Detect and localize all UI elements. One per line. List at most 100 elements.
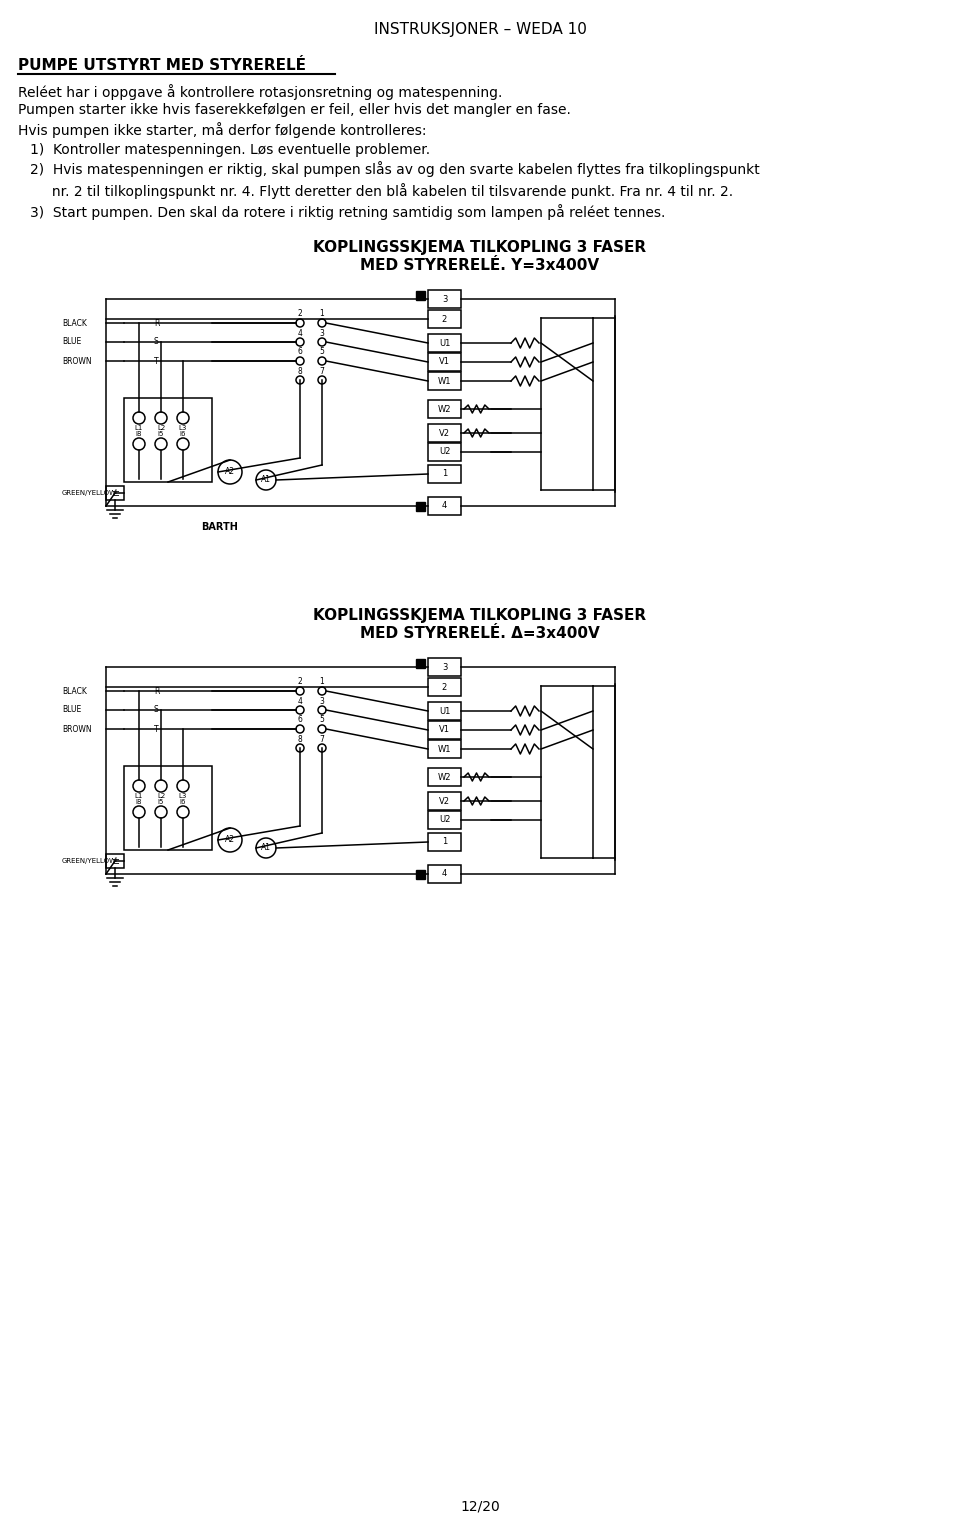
Bar [428, 721, 461, 740]
Text: V2: V2 [439, 796, 450, 805]
Bar [106, 854, 124, 868]
Bar [428, 443, 461, 461]
Text: 4: 4 [442, 869, 447, 878]
Text: KOPLINGSSKJEMA TILKOPLING 3 FASER: KOPLINGSSKJEMA TILKOPLING 3 FASER [313, 240, 647, 256]
Text: 1)  Kontroller matespenningen. Løs eventuelle problemer.: 1) Kontroller matespenningen. Løs eventu… [30, 143, 430, 157]
Text: 1: 1 [442, 837, 447, 846]
Text: ±: ± [111, 489, 119, 498]
Text: V1: V1 [439, 358, 450, 367]
Text: L2: L2 [156, 425, 165, 431]
Bar [124, 766, 212, 849]
Text: L1: L1 [134, 425, 143, 431]
Text: I8: I8 [135, 799, 142, 805]
Text: 1: 1 [442, 469, 447, 478]
Text: R: R [154, 686, 159, 696]
Text: I6: I6 [180, 431, 186, 437]
Text: ±: ± [111, 855, 119, 866]
Text: L3: L3 [179, 793, 187, 799]
Text: A1: A1 [261, 475, 271, 484]
Bar [428, 400, 461, 419]
Text: I5: I5 [157, 799, 164, 805]
Text: MED STYRERELÉ. Y=3x400V: MED STYRERELÉ. Y=3x400V [360, 259, 600, 272]
Bar [416, 291, 425, 300]
Text: 6: 6 [298, 347, 302, 356]
Text: A1: A1 [261, 843, 271, 852]
Bar [428, 466, 461, 482]
Bar [428, 291, 461, 307]
Bar [428, 791, 461, 810]
Bar [428, 702, 461, 720]
Text: U1: U1 [439, 338, 450, 347]
Text: V1: V1 [439, 726, 450, 735]
Text: U1: U1 [439, 706, 450, 715]
Text: S: S [154, 706, 158, 714]
Text: BROWN: BROWN [62, 724, 91, 734]
Text: BLACK: BLACK [62, 686, 86, 696]
Bar [416, 869, 425, 878]
Text: 6: 6 [298, 715, 302, 724]
Bar [416, 659, 425, 668]
Text: 2: 2 [442, 315, 447, 324]
Text: V2: V2 [439, 429, 450, 437]
Text: GREEN/YELLOW: GREEN/YELLOW [62, 858, 117, 864]
Text: I6: I6 [180, 799, 186, 805]
Text: 4: 4 [298, 329, 302, 338]
Text: BLUE: BLUE [62, 338, 82, 347]
Text: BLACK: BLACK [62, 318, 86, 327]
Bar [106, 486, 124, 501]
Text: W1: W1 [438, 376, 451, 385]
Text: Pumpen starter ikke hvis faserekkefølgen er feil, eller hvis det mangler en fase: Pumpen starter ikke hvis faserekkefølgen… [18, 103, 571, 117]
Text: 2)  Hvis matespenningen er riktig, skal pumpen slås av og den svarte kabelen fly: 2) Hvis matespenningen er riktig, skal p… [30, 161, 759, 199]
Bar [428, 310, 461, 329]
Text: T: T [154, 356, 158, 365]
Text: 2: 2 [442, 682, 447, 691]
Text: L1: L1 [134, 793, 143, 799]
Text: Reléet har i oppgave å kontrollere rotasjonsretning og matespenning.: Reléet har i oppgave å kontrollere rotas… [18, 84, 502, 100]
Text: T: T [154, 724, 158, 734]
Text: 5: 5 [320, 715, 324, 724]
Text: KOPLINGSSKJEMA TILKOPLING 3 FASER: KOPLINGSSKJEMA TILKOPLING 3 FASER [313, 607, 647, 622]
Bar [428, 677, 461, 696]
Bar [428, 425, 461, 441]
Text: W2: W2 [438, 405, 451, 414]
Text: R: R [154, 318, 159, 327]
Text: S: S [154, 338, 158, 347]
Bar [428, 811, 461, 829]
Text: U2: U2 [439, 816, 450, 825]
Bar [428, 864, 461, 883]
Text: PUMPE UTSTYRT MED STYRERELÉ: PUMPE UTSTYRT MED STYRERELÉ [18, 58, 306, 73]
Text: L3: L3 [179, 425, 187, 431]
Bar [428, 658, 461, 676]
Text: I8: I8 [135, 431, 142, 437]
Text: W2: W2 [438, 773, 451, 781]
Bar [416, 502, 425, 510]
Text: 3: 3 [320, 697, 324, 706]
Text: MED STYRERELÉ. Δ=3x400V: MED STYRERELÉ. Δ=3x400V [360, 626, 600, 641]
Bar [428, 833, 461, 851]
Text: 3: 3 [442, 662, 447, 671]
Text: A2: A2 [225, 467, 235, 476]
Text: 5: 5 [320, 347, 324, 356]
Text: BLUE: BLUE [62, 706, 82, 714]
Bar [428, 371, 461, 390]
Text: 8: 8 [298, 367, 302, 376]
Text: INSTRUKSJONER – WEDA 10: INSTRUKSJONER – WEDA 10 [373, 21, 587, 37]
Text: 7: 7 [320, 735, 324, 744]
Bar [428, 740, 461, 758]
Text: 1: 1 [320, 309, 324, 318]
Bar [428, 498, 461, 514]
Text: L2: L2 [156, 793, 165, 799]
Text: A2: A2 [225, 836, 235, 845]
Text: 8: 8 [298, 735, 302, 744]
Bar [428, 353, 461, 371]
Bar [428, 333, 461, 352]
Text: I5: I5 [157, 431, 164, 437]
Text: 1: 1 [320, 677, 324, 686]
Bar [428, 769, 461, 785]
Text: U2: U2 [439, 447, 450, 457]
Text: GREEN/YELLOW: GREEN/YELLOW [62, 490, 117, 496]
Text: 7: 7 [320, 367, 324, 376]
Text: 3: 3 [442, 294, 447, 303]
Text: 2: 2 [298, 677, 302, 686]
Text: BARTH: BARTH [202, 522, 238, 533]
